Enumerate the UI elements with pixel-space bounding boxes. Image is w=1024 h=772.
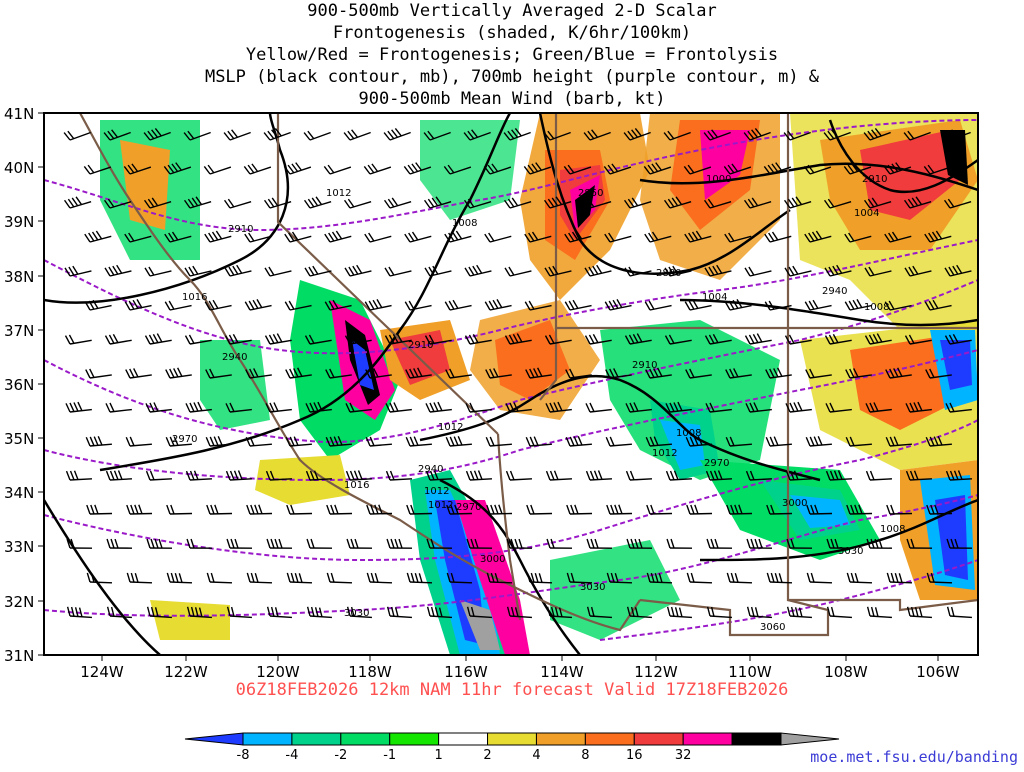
height-label: 2940 <box>418 464 443 475</box>
lon-label: 122W <box>164 663 208 681</box>
height-label: 2910 <box>228 224 253 235</box>
mslp-label: 1004 <box>702 292 727 303</box>
colorbar: -8 -4 -2 -1 1 2 4 8 16 32 <box>185 733 839 763</box>
lat-label: 38N <box>4 268 34 286</box>
valid-time-text: 06Z18FEB2026 12km NAM 11hr forecast Vali… <box>0 680 1024 700</box>
colorbar-label: -1 <box>383 748 396 763</box>
colorbar-min-arrow <box>185 733 243 745</box>
lat-label: 31N <box>4 647 34 665</box>
colorbar-max-arrow <box>781 733 839 745</box>
mslp-label: 1012 <box>326 188 351 199</box>
colorbar-label: 16 <box>626 748 643 763</box>
colorbar-label: -8 <box>237 748 250 763</box>
colorbar-swatch <box>243 733 292 745</box>
mslp-label: 1000 <box>706 174 731 185</box>
lon-label: 114W <box>540 663 584 681</box>
colorbar-swatch <box>683 733 732 745</box>
height-label: 2880 <box>656 268 681 279</box>
height-label: 2940 <box>222 352 247 363</box>
mslp-label: 1008 <box>864 302 889 313</box>
colorbar-swatch <box>488 733 537 745</box>
lon-axis: 124W 122W 120W 118W 116W 114W 112W 110W … <box>80 655 960 681</box>
height-label: 2850 <box>578 188 603 199</box>
height-label: 3030 <box>580 582 605 593</box>
colorbar-swatch <box>292 733 341 745</box>
mslp-label: 1016 <box>182 292 207 303</box>
colorbar-label: 2 <box>483 748 491 763</box>
height-label: 2970 <box>704 458 729 469</box>
map-field <box>44 113 978 655</box>
height-label: 2970 <box>172 434 197 445</box>
colorbar-swatch <box>390 733 439 745</box>
colorbar-label: -4 <box>285 748 298 763</box>
height-label: 3000 <box>480 554 505 565</box>
lon-label: 124W <box>80 663 124 681</box>
height-label: 3030 <box>838 546 863 557</box>
lon-label: 120W <box>256 663 300 681</box>
mslp-label: 1008 <box>880 524 905 535</box>
lat-label: 33N <box>4 538 34 556</box>
lat-label: 34N <box>4 484 34 502</box>
lat-label: 41N <box>4 105 34 123</box>
mslp-label: 1012 <box>438 422 463 433</box>
colorbar-label: 4 <box>532 748 540 763</box>
mslp-label: 1012 <box>652 448 677 459</box>
colorbar-label: 8 <box>581 748 589 763</box>
colorbar-swatch <box>536 733 585 745</box>
mslp-label: 1016 <box>344 480 369 491</box>
mslp-label: 1008 <box>676 428 701 439</box>
source-credit[interactable]: moe.met.fsu.edu/banding <box>810 748 1018 766</box>
height-label: 2910 <box>862 174 887 185</box>
colorbar-swatch <box>634 733 683 745</box>
lon-label: 116W <box>444 663 488 681</box>
colorbar-swatch <box>732 733 781 745</box>
lat-axis: 41N 40N 39N 38N 37N 36N 35N 34N 33N 32N … <box>4 105 44 665</box>
colorbar-label: -2 <box>334 748 347 763</box>
mslp-label: 1012 <box>428 500 453 511</box>
mslp-label: 1012 <box>424 486 449 497</box>
lon-label: 110W <box>728 663 772 681</box>
lat-label: 36N <box>4 376 34 394</box>
lon-label: 118W <box>348 663 392 681</box>
height-label: 2940 <box>822 286 847 297</box>
lon-label: 112W <box>634 663 678 681</box>
lon-label: 106W <box>916 663 960 681</box>
height-label: 3060 <box>760 622 785 633</box>
lon-label: 108W <box>824 663 868 681</box>
height-label: 3030 <box>344 608 369 619</box>
mslp-label: 1004 <box>854 208 879 219</box>
mslp-label: 1008 <box>452 218 477 229</box>
lat-label: 39N <box>4 213 34 231</box>
height-label: 2910 <box>408 340 433 351</box>
lat-label: 35N <box>4 430 34 448</box>
colorbar-swatch <box>341 733 390 745</box>
colorbar-swatch <box>585 733 634 745</box>
height-label: 2970 <box>456 502 481 513</box>
colorbar-label: 1 <box>434 748 442 763</box>
lat-label: 40N <box>4 159 34 177</box>
height-label: 2910 <box>632 360 657 371</box>
colorbar-label: 32 <box>675 748 692 763</box>
height-label: 3000 <box>782 498 807 509</box>
lat-label: 37N <box>4 322 34 340</box>
colorbar-swatch <box>439 733 488 745</box>
lat-label: 32N <box>4 593 34 611</box>
